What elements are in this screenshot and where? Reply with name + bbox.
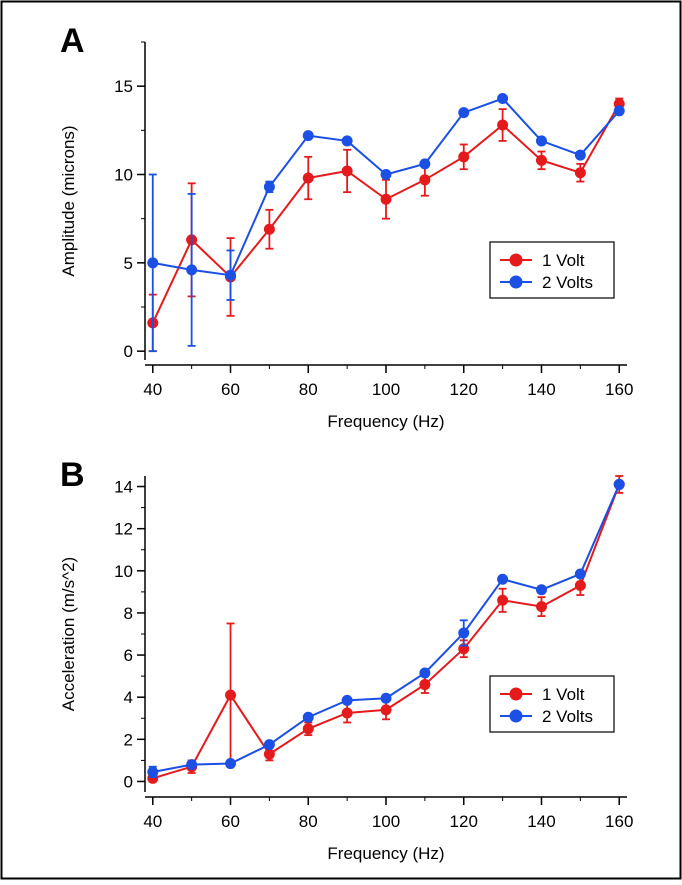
data-point	[186, 264, 198, 276]
data-point	[302, 130, 314, 142]
data-point	[574, 568, 586, 580]
legend-swatch-marker	[509, 253, 523, 267]
data-point	[225, 689, 237, 701]
data-point	[380, 169, 392, 180]
legend: 1 Volt 2 Volts	[489, 675, 615, 733]
data-point	[419, 679, 431, 691]
y-tick-label: 10	[114, 562, 133, 581]
x-tick-label: 60	[221, 812, 240, 831]
x-tick-label: 140	[527, 812, 555, 831]
data-point	[613, 105, 625, 117]
y-tick-label: 12	[114, 520, 133, 539]
data-point	[263, 223, 275, 235]
data-point	[574, 580, 586, 592]
data-point	[497, 119, 509, 131]
legend-box	[489, 675, 615, 733]
data-point	[535, 135, 547, 147]
data-point	[302, 711, 314, 723]
panel-a: A 0 5 10 15 40 60 80 100 120 140 160 Frequency (Hz) A…	[59, 22, 633, 431]
y-tick-label: 8	[124, 604, 133, 623]
data-point	[535, 154, 547, 166]
data-point	[380, 692, 392, 704]
x-tick-label: 120	[450, 380, 478, 399]
y-tick-label: 0	[124, 772, 133, 791]
data-point	[574, 149, 586, 161]
data-point	[574, 167, 586, 179]
data-point	[497, 573, 509, 585]
x-tick-label: 100	[372, 812, 400, 831]
y-tick-label: 6	[124, 646, 133, 665]
data-point	[380, 704, 392, 716]
data-point	[341, 707, 353, 719]
series-1	[147, 478, 625, 779]
data-point	[380, 193, 392, 205]
data-point	[458, 107, 470, 119]
y-tick-label: 0	[124, 342, 133, 361]
x-tick-label: 40	[143, 812, 162, 831]
x-tick-label: 80	[299, 812, 318, 831]
legend-label: 2 Volts	[542, 707, 593, 726]
panel-label: B	[60, 456, 85, 494]
data-point	[225, 758, 237, 770]
data-point	[263, 739, 275, 751]
y-tick-label: 2	[124, 730, 133, 749]
panel-label: A	[60, 22, 85, 60]
legend-label: 2 Volts	[542, 273, 593, 292]
data-point	[419, 158, 431, 170]
data-point	[186, 759, 198, 771]
data-point	[535, 584, 547, 596]
data-point	[225, 269, 237, 281]
data-point	[263, 748, 275, 760]
x-tick-label: 100	[372, 380, 400, 399]
x-tick-label: 80	[299, 380, 318, 399]
data-point	[147, 257, 159, 269]
legend-swatch-marker	[509, 709, 523, 723]
x-tick-label: 160	[605, 380, 633, 399]
x-tick-label: 40	[143, 380, 162, 399]
y-axis-title: Acceleration (m/s^2)	[59, 557, 78, 711]
legend-label: 1 Volt	[542, 685, 585, 704]
x-axis-title: Frequency (Hz)	[327, 844, 444, 863]
data-point	[497, 93, 509, 105]
data-point	[613, 478, 625, 490]
data-point	[535, 601, 547, 613]
legend-label: 1 Volt	[542, 251, 585, 270]
legend-box	[489, 241, 615, 299]
data-point	[147, 766, 159, 778]
legend-swatch-marker	[509, 687, 523, 701]
legend-swatch-marker	[509, 275, 523, 289]
data-point	[302, 172, 314, 184]
data-point	[341, 165, 353, 177]
series-1	[147, 93, 625, 353]
y-tick-label: 14	[114, 478, 133, 497]
y-tick-label: 5	[124, 254, 133, 273]
panel-b: B 0 2 4 6 8 10 12 14 40 60 80 100 120 140 160 Frequency …	[59, 456, 633, 863]
data-point	[302, 723, 314, 735]
x-tick-label: 120	[450, 812, 478, 831]
data-point	[419, 667, 431, 679]
data-point	[263, 181, 275, 193]
data-point	[458, 627, 470, 639]
legend: 1 Volt 2 Volts	[489, 241, 615, 299]
y-tick-label: 15	[114, 77, 133, 96]
data-point	[497, 594, 509, 606]
data-point	[341, 135, 353, 147]
x-tick-label: 140	[527, 380, 555, 399]
x-tick-label: 60	[221, 380, 240, 399]
x-axis-title: Frequency (Hz)	[327, 412, 444, 431]
y-tick-label: 10	[114, 166, 133, 185]
x-tick-label: 160	[605, 812, 633, 831]
data-point	[419, 174, 431, 186]
data-point	[341, 694, 353, 706]
y-axis-title: Amplitude (microns)	[59, 125, 78, 276]
y-tick-label: 4	[124, 688, 133, 707]
data-point	[458, 151, 470, 163]
